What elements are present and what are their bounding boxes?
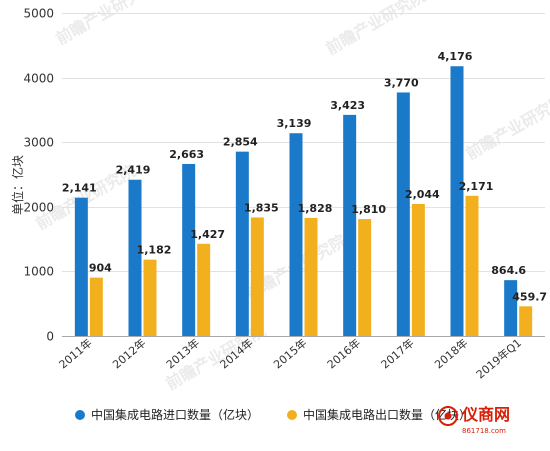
export-data-label: 1,810: [351, 203, 386, 216]
import-bar: [343, 114, 357, 336]
import-data-label: 3,139: [277, 117, 312, 130]
y-axis-label: 单位：亿块: [10, 155, 25, 215]
brand-title: 仪商网: [461, 405, 510, 424]
legend-import-marker: [75, 410, 85, 420]
gridlines: [62, 13, 545, 272]
import-bar: [128, 179, 142, 336]
import-data-label: 2,663: [169, 148, 204, 161]
export-bar: [197, 243, 211, 336]
export-bar: [411, 203, 425, 336]
legend-import-label: 中国集成电路进口数量（亿块）: [91, 407, 259, 422]
export-data-label: 459.7: [512, 290, 547, 303]
y-axis-ticks: 0 1000 2000 3000 4000 5000: [23, 7, 54, 344]
import-data-label: 4,176: [438, 50, 473, 63]
x-tick-label: 2019年Q1: [473, 336, 524, 382]
export-data-label: 904: [89, 262, 112, 275]
legend: 中国集成电路进口数量（亿块） 中国集成电路出口数量（亿块）: [75, 407, 471, 422]
import-bar: [504, 280, 518, 336]
brand-url: 861718.com: [462, 427, 506, 435]
import-bar: [289, 133, 303, 336]
import-data-label: 3,423: [330, 99, 365, 112]
import-bar: [396, 92, 410, 336]
brand-emblem: [438, 406, 458, 426]
brand-logo: 仪商网 861718.com: [438, 405, 510, 435]
watermark-text: 前瞻产业研究院: [53, 0, 160, 48]
y-tick-label: 4000: [23, 72, 54, 86]
watermark-text: 前瞻产业研究院: [323, 0, 430, 58]
data-labels: 2,141 904 2,419 1,182 2,663 1,427 2,854 1,835 3,…: [62, 50, 547, 303]
export-data-label: 2,044: [405, 188, 440, 201]
import-data-label: 3,770: [384, 76, 419, 89]
y-tick-label: 2000: [23, 201, 54, 215]
import-bar: [74, 197, 88, 336]
import-data-label: 2,854: [223, 136, 258, 149]
export-data-label: 1,182: [137, 244, 172, 257]
watermark-text: 前瞻产业研究院: [463, 91, 550, 163]
export-bar: [465, 195, 479, 336]
x-axis-ticks: 2011年 2012年 2013年 2014年 2015年 2016年 2017年 2018年…: [56, 336, 524, 382]
y-tick-label: 5000: [23, 7, 54, 21]
brand-emblem-dot: [444, 412, 452, 420]
x-tick-label: 2015年: [271, 336, 310, 372]
bars: [74, 66, 533, 336]
x-tick-label: 2016年: [324, 336, 363, 372]
export-bar: [304, 217, 318, 336]
legend-export-marker: [287, 410, 297, 420]
x-tick-label: 2017年: [378, 336, 417, 372]
export-data-label: 1,427: [190, 228, 225, 241]
x-tick-label: 2012年: [110, 336, 149, 372]
import-data-label: 2,141: [62, 182, 97, 195]
x-tick-label: 2018年: [432, 336, 471, 372]
import-bar: [182, 163, 196, 336]
y-tick-label: 3000: [23, 136, 54, 150]
import-bar: [450, 66, 464, 336]
export-bar: [143, 259, 157, 336]
y-tick-label: 0: [46, 330, 54, 344]
import-data-label: 2,419: [116, 164, 151, 177]
import-bar: [235, 151, 249, 336]
export-bar: [519, 306, 533, 336]
export-bar: [89, 277, 103, 336]
y-tick-label: 1000: [23, 265, 54, 279]
export-data-label: 1,828: [298, 202, 333, 215]
export-bar: [250, 217, 264, 336]
import-data-label: 864.6: [491, 264, 526, 277]
legend-export-label: 中国集成电路出口数量（亿块）: [303, 407, 471, 422]
export-bar: [358, 219, 372, 336]
export-data-label: 1,835: [244, 201, 279, 214]
x-tick-label: 2011年: [56, 336, 95, 372]
export-data-label: 2,171: [459, 180, 494, 193]
